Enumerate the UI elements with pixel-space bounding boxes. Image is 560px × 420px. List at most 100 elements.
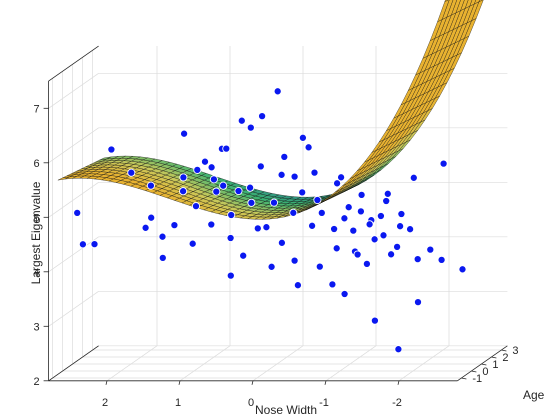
z-grid-line: [48, 73, 99, 109]
data-point: [107, 145, 116, 154]
data-point: [394, 345, 403, 354]
data-point: [207, 220, 216, 229]
data-point: [212, 187, 221, 196]
x-tick-label: -2: [392, 397, 402, 409]
data-point: [258, 112, 267, 121]
data-point: [330, 224, 339, 234]
data-point: [413, 298, 423, 307]
x-tick-label: -1: [319, 397, 329, 409]
data-point: [193, 165, 202, 174]
y-tick-mark: [481, 363, 487, 366]
data-point: [180, 129, 189, 138]
z-tick-label: 6: [33, 158, 39, 170]
scatter-points: [73, 87, 467, 354]
data-point: [247, 198, 256, 207]
z-tick-label: 4: [33, 267, 39, 279]
data-point: [158, 253, 167, 262]
y-axis-line: [457, 345, 508, 382]
data-point: [387, 250, 396, 259]
fitted-surface: [57, 0, 484, 220]
data-point: [267, 262, 276, 271]
data-point: [317, 208, 326, 217]
data-point: [340, 214, 349, 223]
data-point: [227, 210, 236, 220]
data-point: [277, 238, 286, 247]
data-point: [262, 223, 271, 232]
data-point: [365, 220, 374, 229]
x-axis-label: Nose Width: [255, 403, 317, 417]
z-tick-label: 7: [33, 103, 39, 115]
x-grid-line: [179, 345, 231, 382]
data-point: [253, 224, 262, 233]
x-tick-mark: [324, 380, 327, 385]
data-point: [141, 223, 150, 232]
surface-patch: [437, 0, 450, 23]
data-point: [191, 202, 201, 211]
y-axis-label: Age: [523, 388, 545, 402]
data-point: [246, 183, 255, 192]
x-grid-line: [325, 345, 377, 382]
surface-patch: [478, 0, 483, 3]
data-point: [90, 240, 99, 249]
x-tick-mark: [397, 380, 400, 385]
data-point: [337, 173, 346, 182]
z-grid-line: [48, 127, 99, 164]
data-point: [246, 123, 255, 132]
y-tick-mark: [471, 370, 477, 373]
data-point: [357, 190, 366, 199]
data-point: [239, 251, 248, 260]
data-point: [222, 144, 231, 153]
z-tick-label: 5: [33, 212, 39, 224]
data-point: [146, 181, 155, 190]
data-point: [290, 256, 299, 265]
surface-patch: [455, 0, 465, 14]
data-point: [315, 262, 324, 271]
data-point: [308, 221, 317, 230]
data-point: [379, 231, 388, 240]
data-point: [170, 221, 179, 230]
data-point: [179, 187, 188, 196]
data-point: [310, 168, 319, 177]
x-tick-label: 0: [248, 397, 254, 409]
data-point: [304, 143, 313, 152]
z-grid-line: [48, 236, 99, 273]
data-point: [269, 198, 279, 207]
data-point: [413, 255, 422, 264]
data-point: [356, 207, 365, 216]
data-point: [382, 196, 391, 206]
z-tick-label: 2: [33, 376, 39, 388]
data-point: [127, 168, 136, 177]
data-point: [188, 239, 197, 248]
z-axis-label: Largest Eigenvalue: [29, 181, 43, 284]
data-point: [426, 245, 435, 254]
data-point: [397, 209, 406, 219]
data-point: [409, 173, 418, 182]
data-point: [280, 152, 289, 161]
data-point: [396, 222, 405, 231]
surface-patch: [460, 0, 469, 11]
data-point: [298, 133, 307, 142]
y-tick-label: 2: [502, 352, 508, 364]
data-point: [73, 208, 82, 217]
x-tick-mark: [251, 380, 254, 385]
data-point: [158, 232, 167, 241]
data-point: [439, 159, 448, 168]
x-tick-mark: [178, 380, 181, 385]
data-point: [333, 179, 342, 188]
y-tick-mark: [501, 349, 507, 352]
surface-patch: [464, 0, 473, 9]
data-point: [293, 281, 302, 290]
x-tick-mark: [105, 380, 108, 385]
surface-patch: [473, 0, 480, 5]
data-point: [277, 170, 286, 179]
z-tick-label: 3: [33, 321, 39, 333]
data-point: [383, 189, 392, 198]
data-point: [332, 244, 341, 253]
data-point: [179, 173, 188, 182]
data-point: [226, 271, 235, 280]
y-tick-label: 3: [512, 345, 518, 357]
data-point: [376, 211, 385, 221]
data-point: [289, 208, 298, 217]
